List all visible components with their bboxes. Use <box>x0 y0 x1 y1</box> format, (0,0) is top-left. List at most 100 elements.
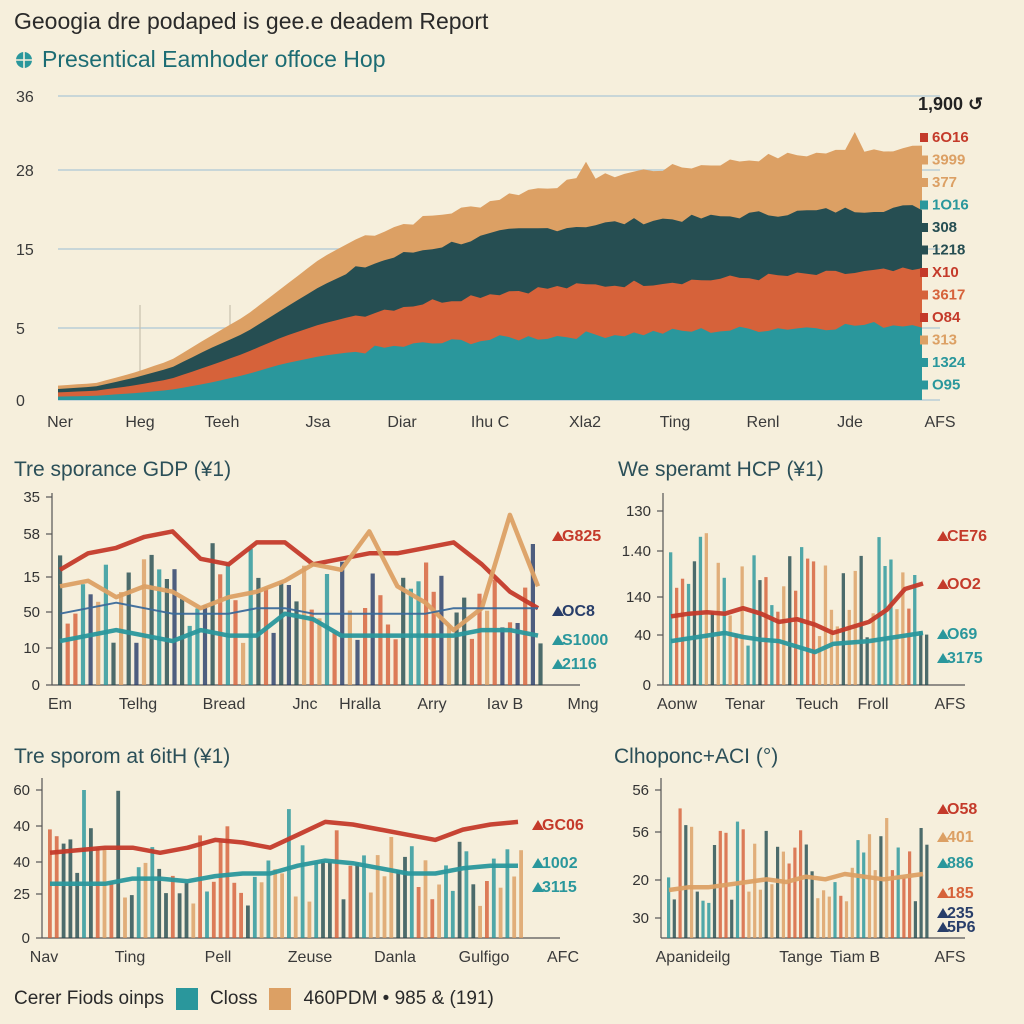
bar <box>328 861 332 938</box>
bar <box>770 605 774 685</box>
panel-label-marker <box>937 531 949 541</box>
bar <box>111 642 116 685</box>
bar <box>758 580 762 685</box>
bar <box>363 608 368 685</box>
bar <box>515 623 520 685</box>
bar <box>519 850 523 938</box>
main-right-label: 3617 <box>932 287 965 304</box>
panel-right-label: S1000 <box>562 632 608 649</box>
line-series-navy <box>59 601 538 615</box>
main-right-marker <box>920 155 928 165</box>
panel-y-tick-label: 40 <box>13 854 30 871</box>
bar <box>776 611 780 685</box>
bar <box>829 609 834 685</box>
bar <box>865 637 869 685</box>
bar <box>266 860 271 938</box>
panel-label-marker <box>937 832 949 842</box>
bar <box>457 841 462 938</box>
panel3-title: Tre sporom at 6itH (¥1) <box>14 745 231 768</box>
main-x-label: Heg <box>125 414 154 431</box>
bar <box>437 884 441 938</box>
panel-right-label: GC06 <box>542 817 584 834</box>
bar <box>770 884 774 938</box>
bar <box>409 846 414 938</box>
panel1-chart: 0 10 50 15 58 35 G825 OC8 S1000 2116 Em Telhg Bread J… <box>23 489 608 713</box>
bar <box>684 825 688 938</box>
bar <box>149 554 154 685</box>
bar <box>810 871 814 938</box>
bar <box>273 869 278 938</box>
main-y-tick: 15 <box>16 242 34 259</box>
bar <box>309 609 314 685</box>
bar <box>170 875 175 938</box>
panel-x-label: AFS <box>934 949 965 966</box>
bar <box>877 537 881 685</box>
main-right-marker <box>920 268 928 277</box>
panel-right-label: 2116 <box>562 656 597 673</box>
bar <box>355 639 360 685</box>
bar <box>430 899 435 938</box>
main-right-label: O95 <box>932 377 960 394</box>
panel-y-tick-label: 56 <box>632 824 649 841</box>
bar <box>716 562 720 685</box>
bar <box>913 575 917 685</box>
bar <box>925 634 929 685</box>
line-series-red <box>58 529 540 611</box>
panel-x-label: Telhg <box>119 696 157 713</box>
main-x-label: Teeh <box>205 414 240 431</box>
legend-swatch-teal <box>175 988 198 1010</box>
bar <box>184 883 189 938</box>
bar <box>362 855 366 938</box>
page-subtitle: Presentical Eamhoder offoce Hop <box>14 46 386 73</box>
bar <box>54 836 59 938</box>
bar <box>485 881 489 938</box>
bar <box>667 877 671 938</box>
main-x-label: Jsa <box>306 414 331 431</box>
panel-label-marker <box>532 882 544 892</box>
bar <box>464 851 469 938</box>
bar <box>847 609 851 685</box>
bar <box>141 559 147 685</box>
legend-swatch-tan <box>269 988 292 1010</box>
bar <box>512 876 517 938</box>
bar <box>776 846 780 938</box>
panel-x-label: AFS <box>934 696 965 713</box>
main-right-marker <box>920 380 928 390</box>
panel1-title: Tre sporance GDP (¥1) <box>14 458 232 481</box>
main-right-marker <box>920 223 928 232</box>
bar <box>523 587 528 685</box>
panel-y-tick-label: 50 <box>23 604 40 621</box>
bar <box>800 547 804 685</box>
bar <box>423 860 428 938</box>
bar <box>187 625 192 685</box>
bar <box>896 847 900 938</box>
bar <box>856 840 860 938</box>
bar <box>827 896 831 938</box>
bar <box>202 605 208 685</box>
legend-label: Cerer Fiods oinps <box>14 988 164 1009</box>
bar <box>879 836 883 938</box>
bar <box>157 569 162 685</box>
bar <box>368 892 373 938</box>
bar <box>444 865 448 938</box>
panel-label-marker <box>937 858 949 868</box>
bar <box>734 633 738 685</box>
panel-x-label: Jnc <box>293 696 318 713</box>
bar <box>317 618 322 685</box>
bar <box>424 562 429 685</box>
bar <box>712 845 717 938</box>
main-right-label: 6O16 <box>932 129 969 146</box>
bar <box>389 837 394 938</box>
main-right-marker <box>920 290 928 300</box>
bar <box>205 891 209 938</box>
bar <box>102 849 107 938</box>
bar <box>287 809 291 938</box>
main-right-marker <box>920 245 928 255</box>
panel-y-tick-label: 58 <box>23 526 40 543</box>
main-right-marker <box>920 313 928 322</box>
bar <box>530 544 535 685</box>
panel2-chart: 0 40 140 1.40 130 CE76 OO2 O69 3175 Aonw Tenar Teuc… <box>622 493 987 713</box>
bar <box>396 870 401 938</box>
bar <box>538 643 543 685</box>
